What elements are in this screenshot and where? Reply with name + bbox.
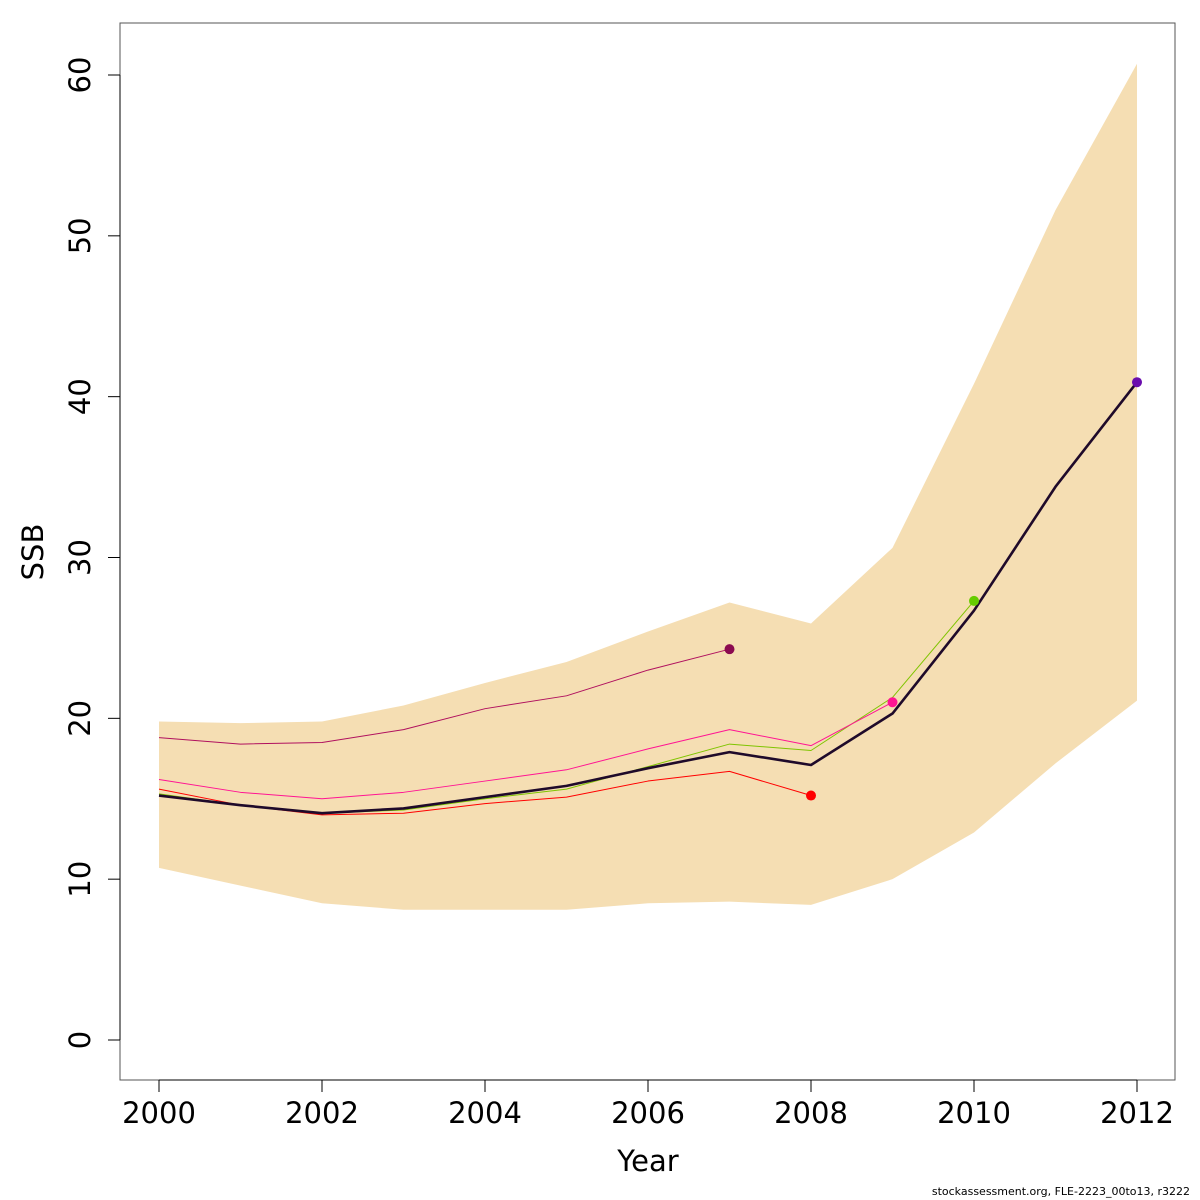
series-end-point-3: [887, 697, 898, 708]
x-axis-title: Year: [616, 1144, 678, 1178]
series-line-3: [158, 701, 893, 800]
x-tick-label: 2006: [611, 1096, 685, 1130]
series-end-point-2: [969, 595, 979, 606]
y-tick-label: 0: [63, 1031, 97, 1049]
y-tick-label: 60: [63, 57, 97, 94]
series-end-point-5: [724, 644, 735, 655]
x-tick-label: 2008: [774, 1096, 848, 1130]
x-axis: 2000 2002 2004 2006 2008 2010 2012: [122, 1079, 1174, 1130]
x-tick-label: 2012: [1100, 1096, 1174, 1130]
y-tick-label: 10: [63, 861, 97, 898]
series-end-point-1: [1132, 377, 1142, 388]
series-line-1: [158, 381, 1139, 815]
y-tick-label: 30: [63, 539, 97, 576]
series-lines: [158, 381, 1139, 816]
y-tick-label: 40: [63, 378, 97, 415]
series-line-5: [158, 648, 730, 745]
y-tick-label: 20: [63, 700, 97, 737]
x-tick-label: 2010: [937, 1096, 1011, 1130]
series-end-points: [724, 377, 1142, 801]
x-tick-label: 2004: [448, 1096, 522, 1130]
series-end-point-4: [806, 790, 816, 801]
y-axis-title: SSB: [16, 524, 50, 581]
y-axis: 0 10 20 30 40 50 60: [63, 57, 121, 1049]
y-tick-label: 50: [63, 217, 97, 254]
credit-footer: stockassessment.org, FLE-2223_00to13, r3…: [931, 1185, 1190, 1198]
x-tick-label: 2002: [285, 1096, 359, 1130]
x-tick-label: 2000: [122, 1096, 196, 1130]
